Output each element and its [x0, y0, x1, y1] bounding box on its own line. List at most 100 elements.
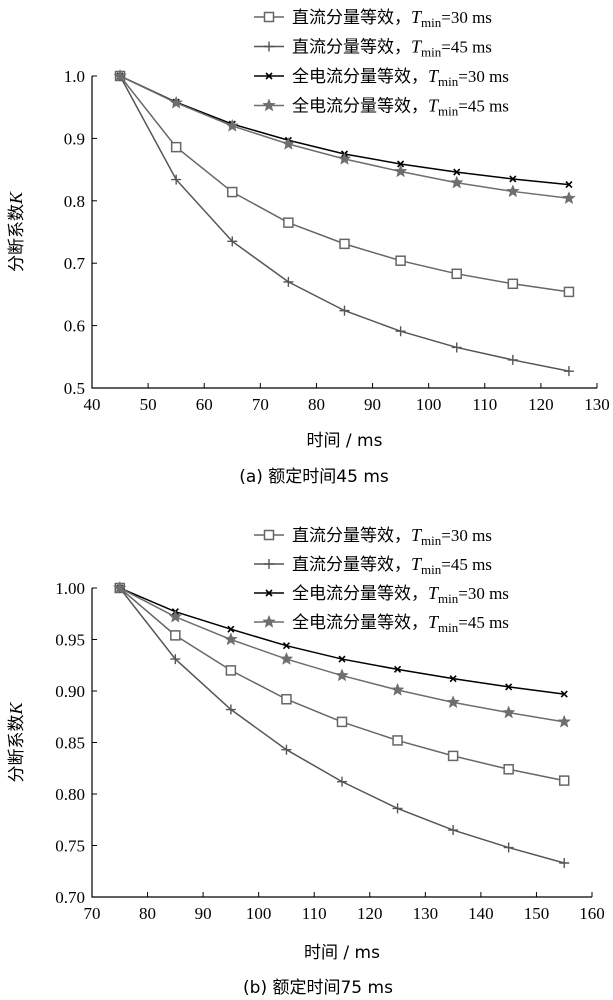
legend-label: 直流分量等效，Tmin=45 ms: [292, 37, 492, 60]
data-point: [453, 168, 461, 176]
series-2: [115, 71, 574, 377]
x-tick-label: 70: [84, 904, 101, 923]
legend-label-text: 全电流分量等效，: [292, 584, 428, 604]
y-tick-label: 0.9: [64, 129, 85, 148]
legend-symbol: T: [428, 96, 440, 116]
series-2: [114, 583, 570, 869]
legend-label-text: 直流分量等效，: [292, 526, 411, 546]
y-tick-label: 1.0: [64, 67, 85, 86]
data-point: [283, 276, 294, 287]
data-point: [560, 690, 568, 698]
data-point: [507, 354, 518, 365]
series-3: [116, 584, 568, 698]
data-point: [562, 191, 576, 205]
y-axis-title: 分断系数K: [6, 191, 27, 272]
legend-item-2: 直流分量等效，Tmin=45 ms: [254, 554, 492, 577]
data-point: [337, 776, 347, 787]
data-point: [395, 326, 406, 337]
legend-subscript: min: [438, 104, 459, 119]
data-point: [170, 141, 182, 153]
data-point: [451, 342, 462, 353]
x-tick-label: 90: [195, 904, 212, 923]
data-point: [112, 580, 127, 594]
x-tick-label: 60: [196, 395, 213, 414]
data-point: [224, 632, 238, 646]
data-point: [227, 186, 238, 198]
data-point: [227, 236, 238, 247]
data-point: [563, 366, 574, 377]
y-axis-title-text: 分断系数: [7, 715, 27, 783]
legend-value: =30 ms: [458, 67, 509, 86]
data-point: [449, 675, 457, 683]
legend-marker: [264, 41, 274, 52]
data-point: [281, 744, 292, 755]
legend-symbol: T: [411, 525, 423, 545]
x-tick-label: 40: [84, 395, 101, 414]
y-axis-title-symbol: K: [6, 702, 26, 716]
data-point: [170, 630, 181, 641]
axes-frame: [91, 76, 597, 389]
legend-marker: [265, 72, 273, 80]
legend-marker: [264, 559, 274, 569]
data-point: [281, 693, 292, 705]
data-point: [338, 655, 346, 663]
data-point: [339, 305, 350, 316]
y-tick-label: 0.5: [64, 379, 85, 398]
data-point: [397, 160, 405, 168]
data-point: [390, 682, 405, 696]
data-point: [507, 278, 519, 290]
x-tick-label: 110: [472, 395, 497, 414]
legend-subscript: min: [438, 74, 459, 89]
data-point: [225, 665, 237, 676]
data-point: [279, 651, 294, 665]
y-tick-label: 0.95: [55, 631, 85, 650]
legend-value: =45 ms: [458, 613, 509, 632]
legend-label: 直流分量等效，Tmin=45 ms: [292, 554, 492, 577]
legend-marker: [263, 11, 275, 23]
y-axis-title-symbol: K: [6, 191, 26, 205]
data-point: [559, 858, 570, 869]
data-point: [505, 683, 513, 691]
x-tick-label: 110: [302, 904, 327, 923]
legend-subscript: min: [421, 562, 442, 577]
data-point: [113, 68, 127, 82]
chart-b: 70 80 90 100 110 120 130 140 150 160 0.70 0.75 0.80 0…: [6, 525, 605, 998]
legend-item-2: 直流分量等效，Tmin=45 ms: [254, 37, 492, 60]
x-tick-label: 150: [524, 904, 550, 923]
legend-symbol: T: [411, 7, 423, 27]
series-line: [119, 75, 570, 200]
data-point: [171, 174, 182, 185]
legend-value: =45 ms: [458, 97, 509, 116]
legend-marker: [263, 529, 275, 541]
x-tick-label: 120: [357, 904, 383, 923]
data-point: [447, 750, 459, 762]
data-point: [281, 136, 296, 150]
series-line: [119, 75, 570, 372]
legend-label-text: 直流分量等效，: [292, 555, 411, 575]
data-point: [448, 825, 459, 836]
series-line: [119, 587, 565, 723]
data-point: [282, 642, 291, 650]
data-point: [168, 609, 183, 623]
data-point: [393, 665, 402, 673]
legend-value: =30 ms: [441, 526, 492, 545]
y-tick-label: 0.80: [55, 785, 85, 804]
x-tick-label: 90: [364, 395, 381, 414]
x-tick-label: 50: [140, 395, 157, 414]
legend-subscript: min: [421, 15, 442, 30]
x-tick-label: 130: [584, 395, 610, 414]
data-point: [337, 151, 352, 165]
legend-symbol: T: [411, 554, 423, 574]
legend: 直流分量等效，Tmin=30 ms 直流分量等效，Tmin=45 ms 全电流分量等…: [254, 7, 509, 119]
x-axis-title: 时间 / ms: [307, 431, 383, 451]
x-tick-label: 140: [468, 904, 494, 923]
x-tick-label: 80: [139, 904, 156, 923]
legend-label-text: 全电流分量等效，: [292, 67, 428, 87]
x-tick-label: 70: [252, 395, 269, 414]
x-tick-label: 100: [416, 395, 442, 414]
legend-item-1: 直流分量等效，Tmin=30 ms: [254, 7, 492, 30]
y-tick-label: 0.85: [55, 734, 85, 753]
legend-label: 直流分量等效，Tmin=30 ms: [292, 7, 492, 30]
data-point: [335, 668, 349, 682]
x-axis-title: 时间 / ms: [304, 943, 380, 963]
